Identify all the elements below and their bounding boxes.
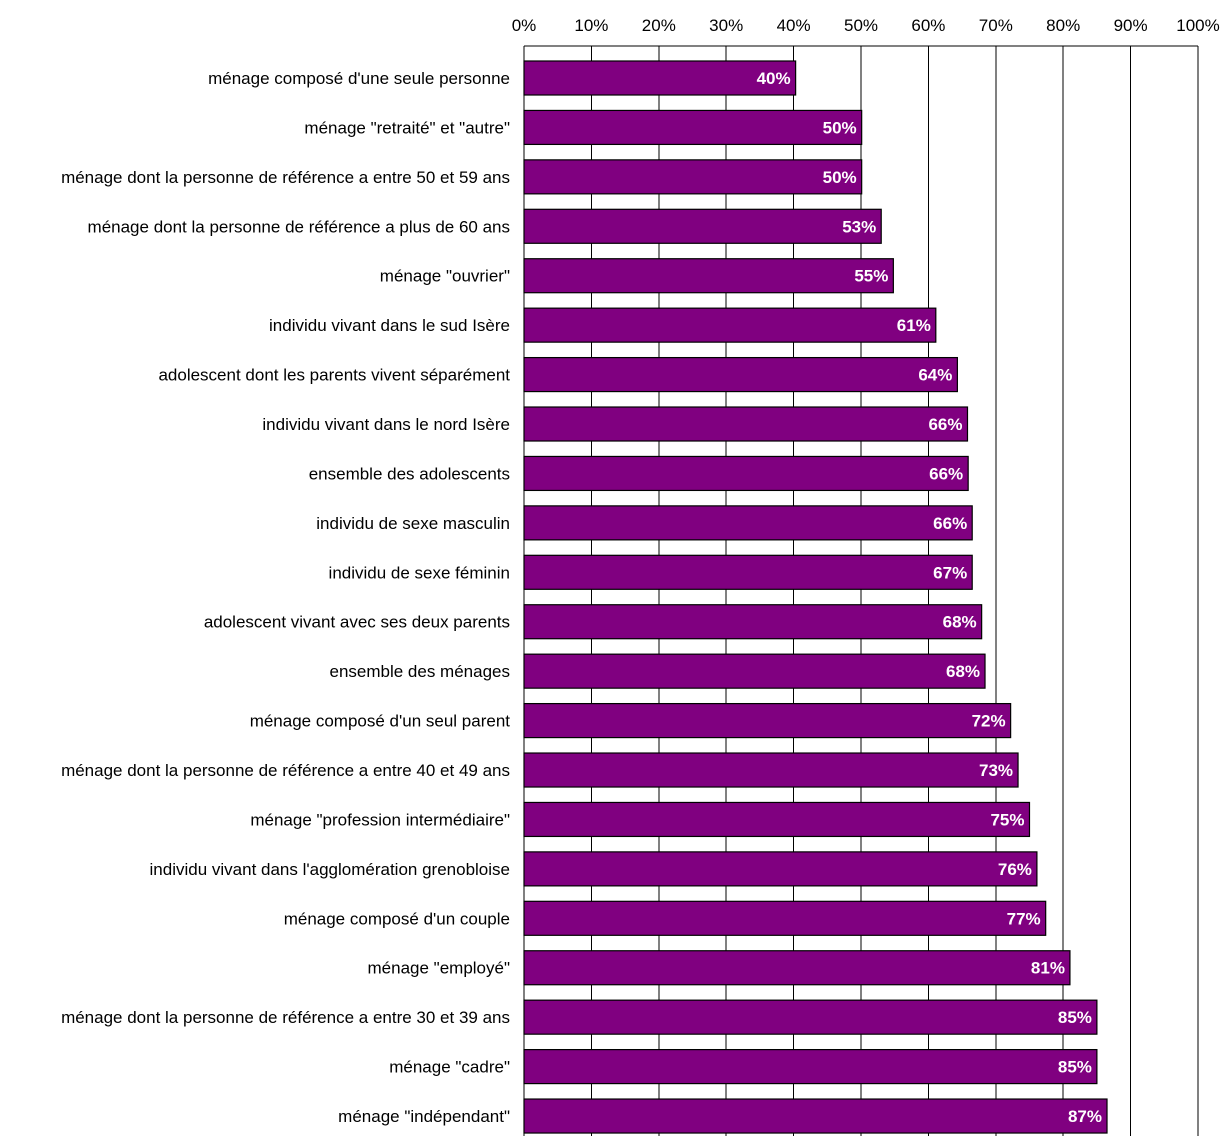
x-tick-label: 70% — [979, 16, 1013, 35]
bars — [523, 60, 1108, 1134]
data-label: 85% — [1058, 1008, 1092, 1027]
bar — [523, 1098, 1108, 1134]
category-label: ménage "ouvrier" — [380, 267, 510, 286]
x-axis-ticks: 0% 10% 20% 30% 40% 50% 60% 70% 80% 90% 100% — [512, 16, 1220, 35]
category-label: ménage composé d'un seul parent — [250, 712, 511, 731]
bar — [523, 159, 863, 195]
data-label: 66% — [929, 464, 963, 483]
data-label: 81% — [1031, 959, 1065, 978]
data-label: 55% — [854, 267, 888, 286]
bar — [523, 999, 1098, 1035]
bar — [523, 604, 983, 640]
category-label: ménage "employé" — [368, 959, 510, 978]
category-label: ensemble des adolescents — [309, 464, 510, 483]
x-tick-label: 80% — [1046, 16, 1080, 35]
bar — [523, 653, 986, 689]
bar — [523, 109, 863, 146]
x-tick-label: 60% — [911, 16, 945, 35]
bar — [523, 900, 1047, 936]
category-label: ménage "retraité" et "autre" — [304, 118, 510, 137]
data-label: 68% — [946, 662, 980, 681]
x-tick-label: 20% — [642, 16, 676, 35]
bar — [523, 801, 1031, 838]
bar — [523, 505, 973, 541]
category-label: individu de sexe masculin — [316, 514, 510, 533]
category-label: ménage "profession intermédiaire" — [250, 810, 510, 829]
x-tick-label: 10% — [574, 16, 608, 35]
bar — [523, 851, 1038, 887]
data-label: 77% — [1007, 909, 1041, 928]
category-labels: ménage composé d'une seule personne ménag… — [61, 69, 510, 1126]
x-tick-label: 0% — [512, 16, 537, 35]
x-tick-label: 40% — [777, 16, 811, 35]
category-label: ménage dont la personne de référence a p… — [88, 217, 510, 236]
bar — [523, 60, 797, 96]
category-label: ensemble des ménages — [329, 662, 510, 681]
category-label: ménage dont la personne de référence a e… — [61, 168, 510, 187]
category-label: adolescent vivant avec ses deux parents — [204, 613, 510, 632]
x-tick-label: 90% — [1114, 16, 1148, 35]
x-tick-label: 50% — [844, 16, 878, 35]
bar — [523, 258, 894, 294]
data-label: 66% — [933, 514, 967, 533]
data-label: 85% — [1058, 1058, 1092, 1077]
category-label: ménage composé d'une seule personne — [208, 69, 510, 88]
data-label: 50% — [823, 118, 857, 137]
category-label: ménage "cadre" — [389, 1058, 510, 1077]
category-label: individu de sexe féminin — [329, 563, 510, 582]
category-label: ménage "indépendant" — [338, 1107, 510, 1126]
data-label: 75% — [990, 810, 1024, 829]
data-label: 68% — [943, 613, 977, 632]
data-label: 40% — [757, 69, 791, 88]
category-label: adolescent dont les parents vivent sépar… — [158, 366, 510, 385]
data-label: 67% — [933, 563, 967, 582]
data-label: 61% — [897, 316, 931, 335]
bar — [523, 208, 882, 244]
data-label: 50% — [823, 168, 857, 187]
data-label: 53% — [842, 217, 876, 236]
data-label: 76% — [998, 860, 1032, 879]
x-tick-label: 30% — [709, 16, 743, 35]
data-label: 66% — [928, 415, 962, 434]
bar — [523, 950, 1071, 986]
bar — [523, 702, 1012, 739]
category-label: individu vivant dans le nord Isère — [262, 415, 510, 434]
data-labels: 40% 50% 50% 53% 55% 61% 64% 66% 66% 66% 67% 68% 68% 7… — [757, 69, 1102, 1126]
bar — [523, 1048, 1098, 1085]
category-label: individu vivant dans l'agglomération gre… — [150, 860, 510, 879]
bar — [523, 307, 937, 343]
category-label: ménage dont la personne de référence a e… — [61, 1008, 510, 1027]
data-label: 64% — [918, 366, 952, 385]
bar — [523, 554, 973, 590]
data-label: 87% — [1068, 1107, 1102, 1126]
x-tick-label: 100% — [1176, 16, 1219, 35]
data-label: 72% — [972, 712, 1006, 731]
bar — [523, 406, 969, 442]
bar — [523, 356, 958, 393]
data-label: 73% — [979, 761, 1013, 780]
category-label: ménage dont la personne de référence a e… — [61, 761, 510, 780]
bar — [523, 752, 1019, 788]
category-label: ménage composé d'un couple — [284, 909, 510, 928]
category-label: individu vivant dans le sud Isère — [269, 316, 510, 335]
bar — [523, 455, 969, 492]
